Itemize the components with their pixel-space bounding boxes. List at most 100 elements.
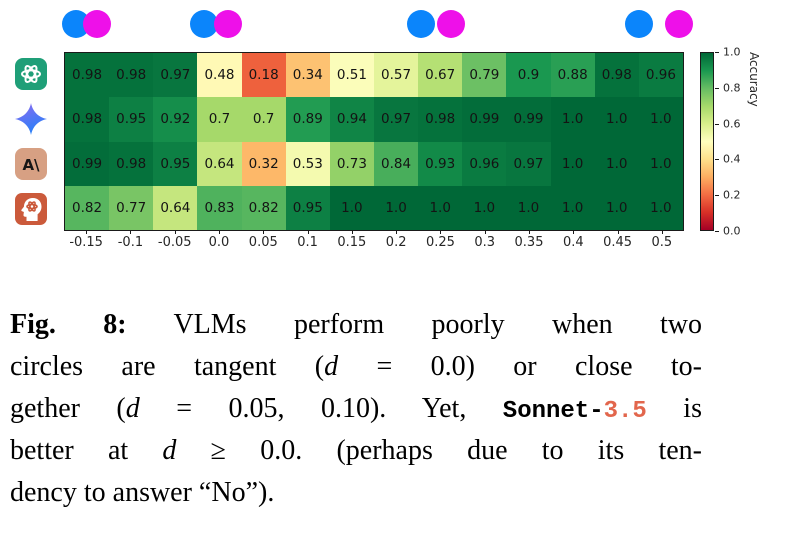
colorbar [700,52,714,231]
x-tick-label: 0.3 [474,235,496,250]
x-tick-mark [573,230,575,234]
heatmap-cell: 0.92 [153,97,198,142]
heatmap-cell: 0.82 [65,185,110,230]
heatmap-cell: 0.95 [285,185,330,230]
x-tick-mark [263,230,265,234]
caption-text: d [324,351,339,382]
caption-text: ≥ 0.0. (perhaps due to its ten- [176,435,702,466]
heatmap-cell: 1.0 [638,97,683,142]
heatmap-cell: 0.88 [550,53,595,98]
heatmap-cell: 1.0 [550,185,595,230]
x-tick-label: 0.25 [425,235,455,250]
colorbar-tick-label: 0.2 [723,188,741,202]
blue-circle [190,10,218,38]
heatmap-cell: 0.96 [462,141,507,186]
x-tick-label: 0.15 [337,235,367,250]
x-tick-mark [617,230,619,234]
heatmap-cell: 1.0 [638,141,683,186]
heatmap-cell: 0.98 [109,141,154,186]
heatmap-cell: 0.99 [462,97,507,142]
colorbar-tick-mark [715,231,719,232]
heatmap-cell: 0.82 [241,185,286,230]
heatmap-cell: 0.89 [285,97,330,142]
heatmap-cell: 0.79 [462,53,507,98]
heatmap-cell: 0.64 [197,141,242,186]
x-tick-label: 0.2 [385,235,407,250]
heatmap-cell: 0.7 [241,97,286,142]
x-tick-mark [174,230,176,234]
heatmap-cell: 0.97 [506,141,551,186]
x-tick-mark [661,230,663,234]
x-tick-mark [307,230,309,234]
x-tick-label: 0.4 [562,235,584,250]
heatmap-cell: 0.95 [153,141,198,186]
caption-text: Fig. 8: [10,309,127,340]
heatmap-cell: 1.0 [594,97,639,142]
magenta-circle [83,10,111,38]
blue-circle [407,10,435,38]
heatmap-cell: 1.0 [638,185,683,230]
caption-text: d [162,435,177,466]
heatmap-cell: 0.51 [329,53,374,98]
heatmap-cell: 0.18 [241,53,286,98]
reasoning-head-icon [14,192,48,226]
caption-text: Sonnet- [502,398,604,425]
heatmap-cell: 0.53 [285,141,330,186]
x-tick-label: 0.45 [603,235,633,250]
colorbar-tick-label: 0.8 [723,81,741,95]
heatmap-cell: 0.97 [153,53,198,98]
x-tick-label: 0.05 [248,235,278,250]
heatmap-cell: 0.98 [65,97,110,142]
x-tick-label: 0.5 [651,235,673,250]
heatmap-cell: 1.0 [329,185,374,230]
caption-line: better at d ≥ 0.0. (perhaps due to its t… [10,430,702,472]
heatmap-cell: 0.9 [506,53,551,98]
heatmap-cell: 0.32 [241,141,286,186]
caption-text: circles are tangent ( [10,351,325,382]
colorbar-axis-label: Accuracy [747,52,761,107]
accuracy-heatmap: 0.98 0.98 0.97 0.48 0.18 0.34 0.51 0.57 0.67 0.79… [64,52,684,231]
openai-icon [14,57,48,91]
heatmap-cell: 0.57 [373,53,419,98]
anthropic-icon: A\ [14,147,48,181]
colorbar-tick-label: 0.0 [723,224,741,238]
heatmap-cell: 1.0 [550,97,595,142]
caption-text: = 0.05, 0.10). Yet, [139,393,503,424]
gemini-icon [14,102,48,136]
caption-line: circles are tangent (d = 0.0) or close t… [10,346,702,388]
heatmap-cell: 0.64 [153,185,198,230]
heatmap-cell: 0.98 [418,97,463,142]
x-tick-label: -0.15 [69,235,103,250]
caption-line: Fig. 8: VLMs perform poorly when two [10,304,702,346]
heatmap-cell: 0.84 [373,141,419,186]
heatmap-cell: 1.0 [594,185,639,230]
colorbar-tick-label: 1.0 [723,45,741,59]
heatmap-cell: 0.77 [109,185,154,230]
x-tick-mark [529,230,530,234]
x-tick-mark [484,230,486,234]
x-tick-label: 0.0 [208,235,230,250]
heatmap-cell: 0.94 [329,97,374,142]
heatmap-cell: 1.0 [594,141,639,186]
colorbar-tick-mark [715,87,719,89]
x-tick-mark [86,230,88,234]
caption-line: gether (d = 0.05, 0.10). Yet, Sonnet-3.5… [10,388,702,430]
sonnet-version-highlight: 3.5 [603,398,647,425]
colorbar-tick-mark [715,52,719,53]
heatmap-cell: 0.98 [109,53,154,98]
heatmap-cell: 0.83 [197,185,242,230]
svg-text:A\: A\ [22,156,40,174]
heatmap-cell: 1.0 [373,185,419,230]
heatmap-cell: 0.96 [638,53,683,98]
heatmap-cell: 0.48 [197,53,242,98]
heatmap-cell: 0.97 [373,97,419,142]
figure-caption: Fig. 8: VLMs perform poorly when two circ… [10,304,702,514]
caption-text: dency to answer “No”). [10,477,275,508]
heatmap-cell: 0.67 [418,53,463,98]
blue-circle [625,10,653,38]
x-tick-mark [130,230,132,234]
colorbar-tick-mark [715,123,719,125]
colorbar-tick-label: 0.6 [723,117,741,131]
heatmap-cell: 1.0 [506,185,551,230]
